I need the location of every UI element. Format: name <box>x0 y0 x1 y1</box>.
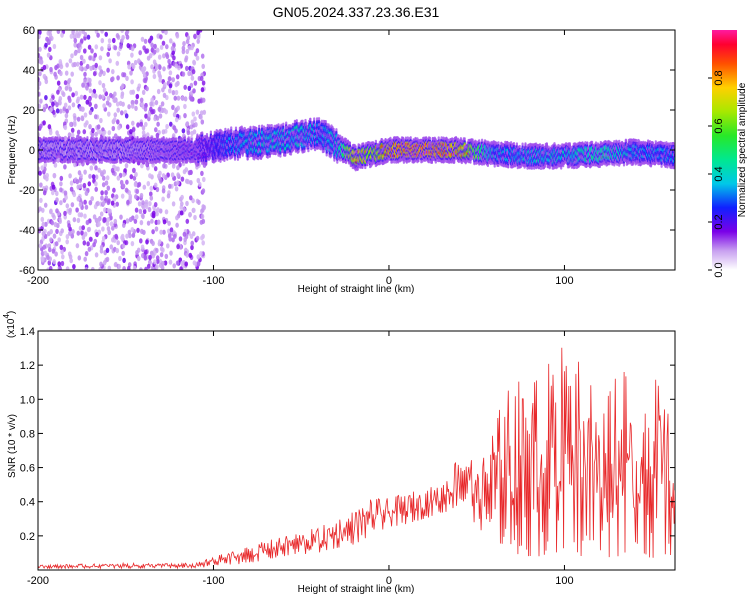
colorbar-tick-label: 0.2 <box>713 214 725 229</box>
snr-ytick-label: 0.2 <box>20 531 35 543</box>
snr-y-multiplier: (x104) <box>2 311 17 338</box>
spectrogram-xtick-label: 100 <box>555 275 573 287</box>
colorbar-tick-label: 0.4 <box>713 166 725 181</box>
spectrogram-xtick-label: -100 <box>202 275 224 287</box>
snr-x-axis-label: Height of straight line (km) <box>298 584 415 595</box>
colorbar-ticks: 0.0 0.2 0.4 0.6 0.8 <box>708 70 725 278</box>
snr-ytick-label: 0.6 <box>20 463 35 475</box>
snr-ytick-label: 1.0 <box>20 394 35 406</box>
snr-ticks: -200 -100 0 100 0.2 0.4 0.6 0.8 1.0 1.2 1.4 <box>20 326 675 587</box>
colorbar-label: Normalized spectral amplitude <box>737 82 748 217</box>
colorbar-tick-label: 0.8 <box>713 70 725 85</box>
snr-xtick-label: -200 <box>27 575 49 587</box>
spectrogram-image <box>38 30 675 270</box>
spectrogram-y-axis-label: Frequency (Hz) <box>7 116 18 185</box>
spectrogram-ytick-label: -20 <box>19 185 35 197</box>
spectrogram-xtick-label: 0 <box>386 275 392 287</box>
snr-xtick-label: 0 <box>386 575 392 587</box>
snr-y-multiplier-close: ) <box>6 311 17 314</box>
colorbar-tick-label: 0.6 <box>713 118 725 133</box>
spectrogram-xtick-label: -200 <box>27 275 49 287</box>
snr-xtick-label: -100 <box>202 575 224 587</box>
snr-y-multiplier-base: (x10 <box>6 318 17 338</box>
colorbar-tick-label: 0.0 <box>713 262 725 277</box>
spectrogram-ytick-label: 20 <box>23 105 35 117</box>
snr-series-line <box>38 347 675 570</box>
spectrogram-ytick-label: 60 <box>23 25 35 37</box>
snr-xtick-label: 100 <box>555 575 573 587</box>
snr-ytick-label: 0.8 <box>20 428 35 440</box>
colorbar-gradient <box>712 30 737 270</box>
spectrogram-x-axis-label: Height of straight line (km) <box>298 284 415 295</box>
colorbar: 0.0 0.2 0.4 0.6 0.8 Normalized spectral ampl… <box>708 30 748 278</box>
snr-ytick-label: 1.4 <box>20 326 35 338</box>
spectrogram-ytick-label: 40 <box>23 65 35 77</box>
snr-y-axis-label: SNR (10 * v/v) <box>7 414 18 478</box>
snr-frame <box>37 330 676 571</box>
spectrogram-ytick-label: -60 <box>19 265 35 277</box>
snr-y-multiplier-exponent: 4 <box>2 314 11 319</box>
snr-ytick-label: 1.2 <box>20 360 35 372</box>
spectrogram-ytick-label: 0 <box>29 145 35 157</box>
figure-title: GN05.2024.337.23.36.E31 <box>273 4 440 20</box>
snr-ytick-label: 0.4 <box>20 497 35 509</box>
spectrogram-ytick-label: -40 <box>19 225 35 237</box>
snr-panel: -200 -100 0 100 0.2 0.4 0.6 0.8 1.0 1.2 1.4 Height… <box>2 311 676 595</box>
